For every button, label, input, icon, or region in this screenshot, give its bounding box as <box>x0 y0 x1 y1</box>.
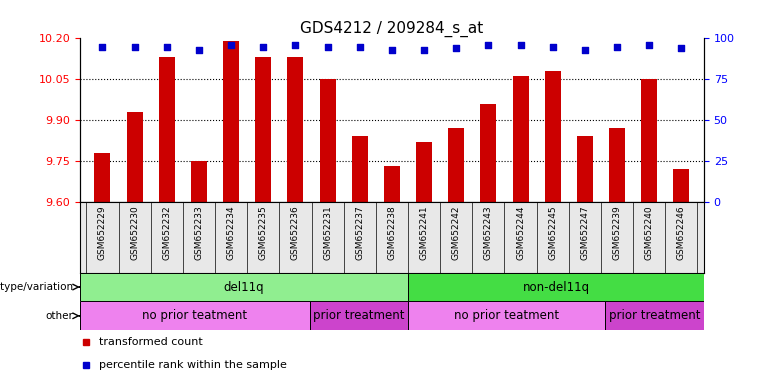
Text: other: other <box>46 311 74 321</box>
Point <box>482 42 495 48</box>
Text: GSM652232: GSM652232 <box>162 205 171 260</box>
Point <box>193 47 205 53</box>
Bar <box>94 152 110 202</box>
Point <box>451 45 463 51</box>
Point <box>321 43 333 50</box>
Bar <box>191 161 207 202</box>
Bar <box>80 301 310 330</box>
Text: non-del11q: non-del11q <box>523 281 590 293</box>
Point <box>97 43 109 50</box>
Point <box>161 43 173 50</box>
Bar <box>416 142 432 202</box>
Text: transformed count: transformed count <box>99 337 202 347</box>
Text: prior treatment: prior treatment <box>609 310 700 322</box>
Text: GSM652239: GSM652239 <box>613 205 622 260</box>
Text: GSM652244: GSM652244 <box>516 205 525 260</box>
Bar <box>642 79 658 202</box>
Point <box>225 42 237 48</box>
Text: GSM652234: GSM652234 <box>227 205 236 260</box>
Bar <box>673 169 689 202</box>
Text: GSM652229: GSM652229 <box>98 205 107 260</box>
Text: genotype/variation: genotype/variation <box>0 282 74 292</box>
Text: GSM652247: GSM652247 <box>581 205 590 260</box>
Text: GSM652242: GSM652242 <box>452 205 460 260</box>
Text: no prior teatment: no prior teatment <box>454 310 559 322</box>
Point <box>257 43 269 50</box>
Point <box>354 43 366 50</box>
Point <box>546 43 559 50</box>
Point <box>579 47 591 53</box>
Bar <box>384 166 400 202</box>
Text: GSM652235: GSM652235 <box>259 205 268 260</box>
Point <box>514 42 527 48</box>
Text: GSM652231: GSM652231 <box>323 205 332 260</box>
Text: GSM652233: GSM652233 <box>194 205 203 260</box>
Text: percentile rank within the sample: percentile rank within the sample <box>99 360 286 370</box>
Bar <box>126 112 142 202</box>
Bar <box>320 79 336 202</box>
Point <box>386 47 398 53</box>
Bar <box>409 273 704 301</box>
Bar <box>448 128 464 202</box>
Bar <box>609 128 625 202</box>
Point <box>675 45 687 51</box>
Point <box>129 43 141 50</box>
Text: GSM652245: GSM652245 <box>548 205 557 260</box>
Text: GSM652236: GSM652236 <box>291 205 300 260</box>
Bar <box>513 76 529 202</box>
Text: GSM652230: GSM652230 <box>130 205 139 260</box>
Bar <box>352 136 368 202</box>
Point <box>611 43 623 50</box>
Text: GSM652246: GSM652246 <box>677 205 686 260</box>
Bar <box>480 104 496 202</box>
Bar <box>545 71 561 202</box>
Bar <box>577 136 593 202</box>
Bar <box>606 301 704 330</box>
Point <box>643 42 655 48</box>
Point <box>418 47 430 53</box>
Bar <box>409 301 606 330</box>
Text: GSM652241: GSM652241 <box>419 205 428 260</box>
Text: GSM652237: GSM652237 <box>355 205 365 260</box>
Title: GDS4212 / 209284_s_at: GDS4212 / 209284_s_at <box>301 21 483 37</box>
Text: del11q: del11q <box>224 281 264 293</box>
Bar <box>255 58 271 202</box>
Text: GSM652243: GSM652243 <box>484 205 493 260</box>
Text: GSM652240: GSM652240 <box>645 205 654 260</box>
Text: GSM652238: GSM652238 <box>387 205 396 260</box>
Bar <box>223 41 239 202</box>
Point <box>289 42 301 48</box>
Bar <box>310 301 409 330</box>
Bar <box>288 58 304 202</box>
Text: prior treatment: prior treatment <box>314 310 405 322</box>
Text: no prior teatment: no prior teatment <box>142 310 247 322</box>
Bar <box>80 273 409 301</box>
Bar <box>159 58 175 202</box>
